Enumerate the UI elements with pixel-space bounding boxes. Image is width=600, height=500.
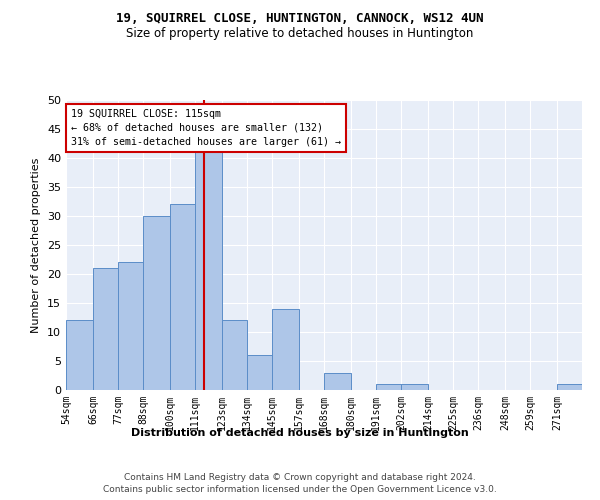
Bar [376, 384, 401, 390]
Text: 19 SQUIRREL CLOSE: 115sqm
← 68% of detached houses are smaller (132)
31% of semi: 19 SQUIRREL CLOSE: 115sqm ← 68% of detac… [71, 108, 341, 146]
Text: Contains public sector information licensed under the Open Government Licence v3: Contains public sector information licen… [103, 485, 497, 494]
Bar [195, 152, 222, 390]
Bar [324, 372, 351, 390]
Bar [222, 320, 247, 390]
Text: Contains HM Land Registry data © Crown copyright and database right 2024.: Contains HM Land Registry data © Crown c… [124, 472, 476, 482]
Y-axis label: Number of detached properties: Number of detached properties [31, 158, 41, 332]
Bar [272, 309, 299, 390]
Text: Size of property relative to detached houses in Huntington: Size of property relative to detached ho… [127, 28, 473, 40]
Text: Distribution of detached houses by size in Huntington: Distribution of detached houses by size … [131, 428, 469, 438]
Bar [93, 268, 118, 390]
Bar [170, 204, 195, 390]
Bar [557, 384, 582, 390]
Bar [118, 262, 143, 390]
Bar [143, 216, 170, 390]
Bar [401, 384, 428, 390]
Bar [247, 355, 272, 390]
Bar [66, 320, 93, 390]
Text: 19, SQUIRREL CLOSE, HUNTINGTON, CANNOCK, WS12 4UN: 19, SQUIRREL CLOSE, HUNTINGTON, CANNOCK,… [116, 12, 484, 26]
